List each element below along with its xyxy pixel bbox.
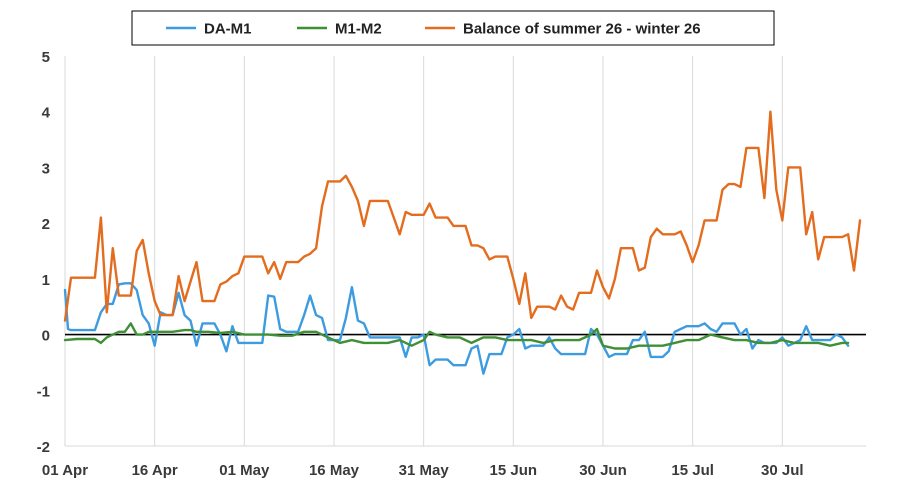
y-tick-label: 5 bbox=[42, 49, 50, 66]
x-tick-label: 15 Jun bbox=[490, 462, 538, 479]
legend: DA-M1 M1-M2 Balance of summer 26 - winter … bbox=[131, 10, 775, 46]
y-tick-label: 1 bbox=[42, 272, 50, 289]
x-axis-tick-labels: 01 Apr 16 Apr 01 May 16 May 31 May 15 Jun 30 J… bbox=[42, 462, 804, 479]
series-line-1 bbox=[63, 322, 850, 350]
x-tick-label: 30 Jun bbox=[579, 462, 627, 479]
x-tick-label: 01 May bbox=[219, 462, 270, 479]
y-tick-label: 4 bbox=[42, 105, 51, 122]
vertical-gridlines bbox=[64, 56, 866, 447]
legend-label: M1-M2 bbox=[335, 21, 382, 38]
y-tick-label: 0 bbox=[42, 328, 50, 345]
x-tick-label: 16 Apr bbox=[132, 462, 178, 479]
y-tick-label: 3 bbox=[42, 160, 50, 177]
y-tick-label: -2 bbox=[37, 439, 50, 456]
legend-label: Balance of summer 26 - winter 26 bbox=[463, 21, 701, 38]
series-line-2 bbox=[63, 110, 862, 322]
x-tick-label: 31 May bbox=[399, 462, 450, 479]
x-tick-label: 01 Apr bbox=[42, 462, 88, 479]
legend-label: DA-M1 bbox=[204, 21, 252, 38]
x-tick-label: 16 May bbox=[309, 462, 360, 479]
y-tick-label: 2 bbox=[42, 216, 50, 233]
x-tick-label: 30 Jul bbox=[761, 462, 804, 479]
series-line-0 bbox=[63, 282, 850, 375]
y-axis-tick-labels: -2 -1 0 1 2 3 4 5 bbox=[37, 49, 51, 456]
x-tick-label: 15 Jul bbox=[671, 462, 714, 479]
y-tick-label: -1 bbox=[37, 383, 50, 400]
series-layer bbox=[63, 110, 862, 375]
